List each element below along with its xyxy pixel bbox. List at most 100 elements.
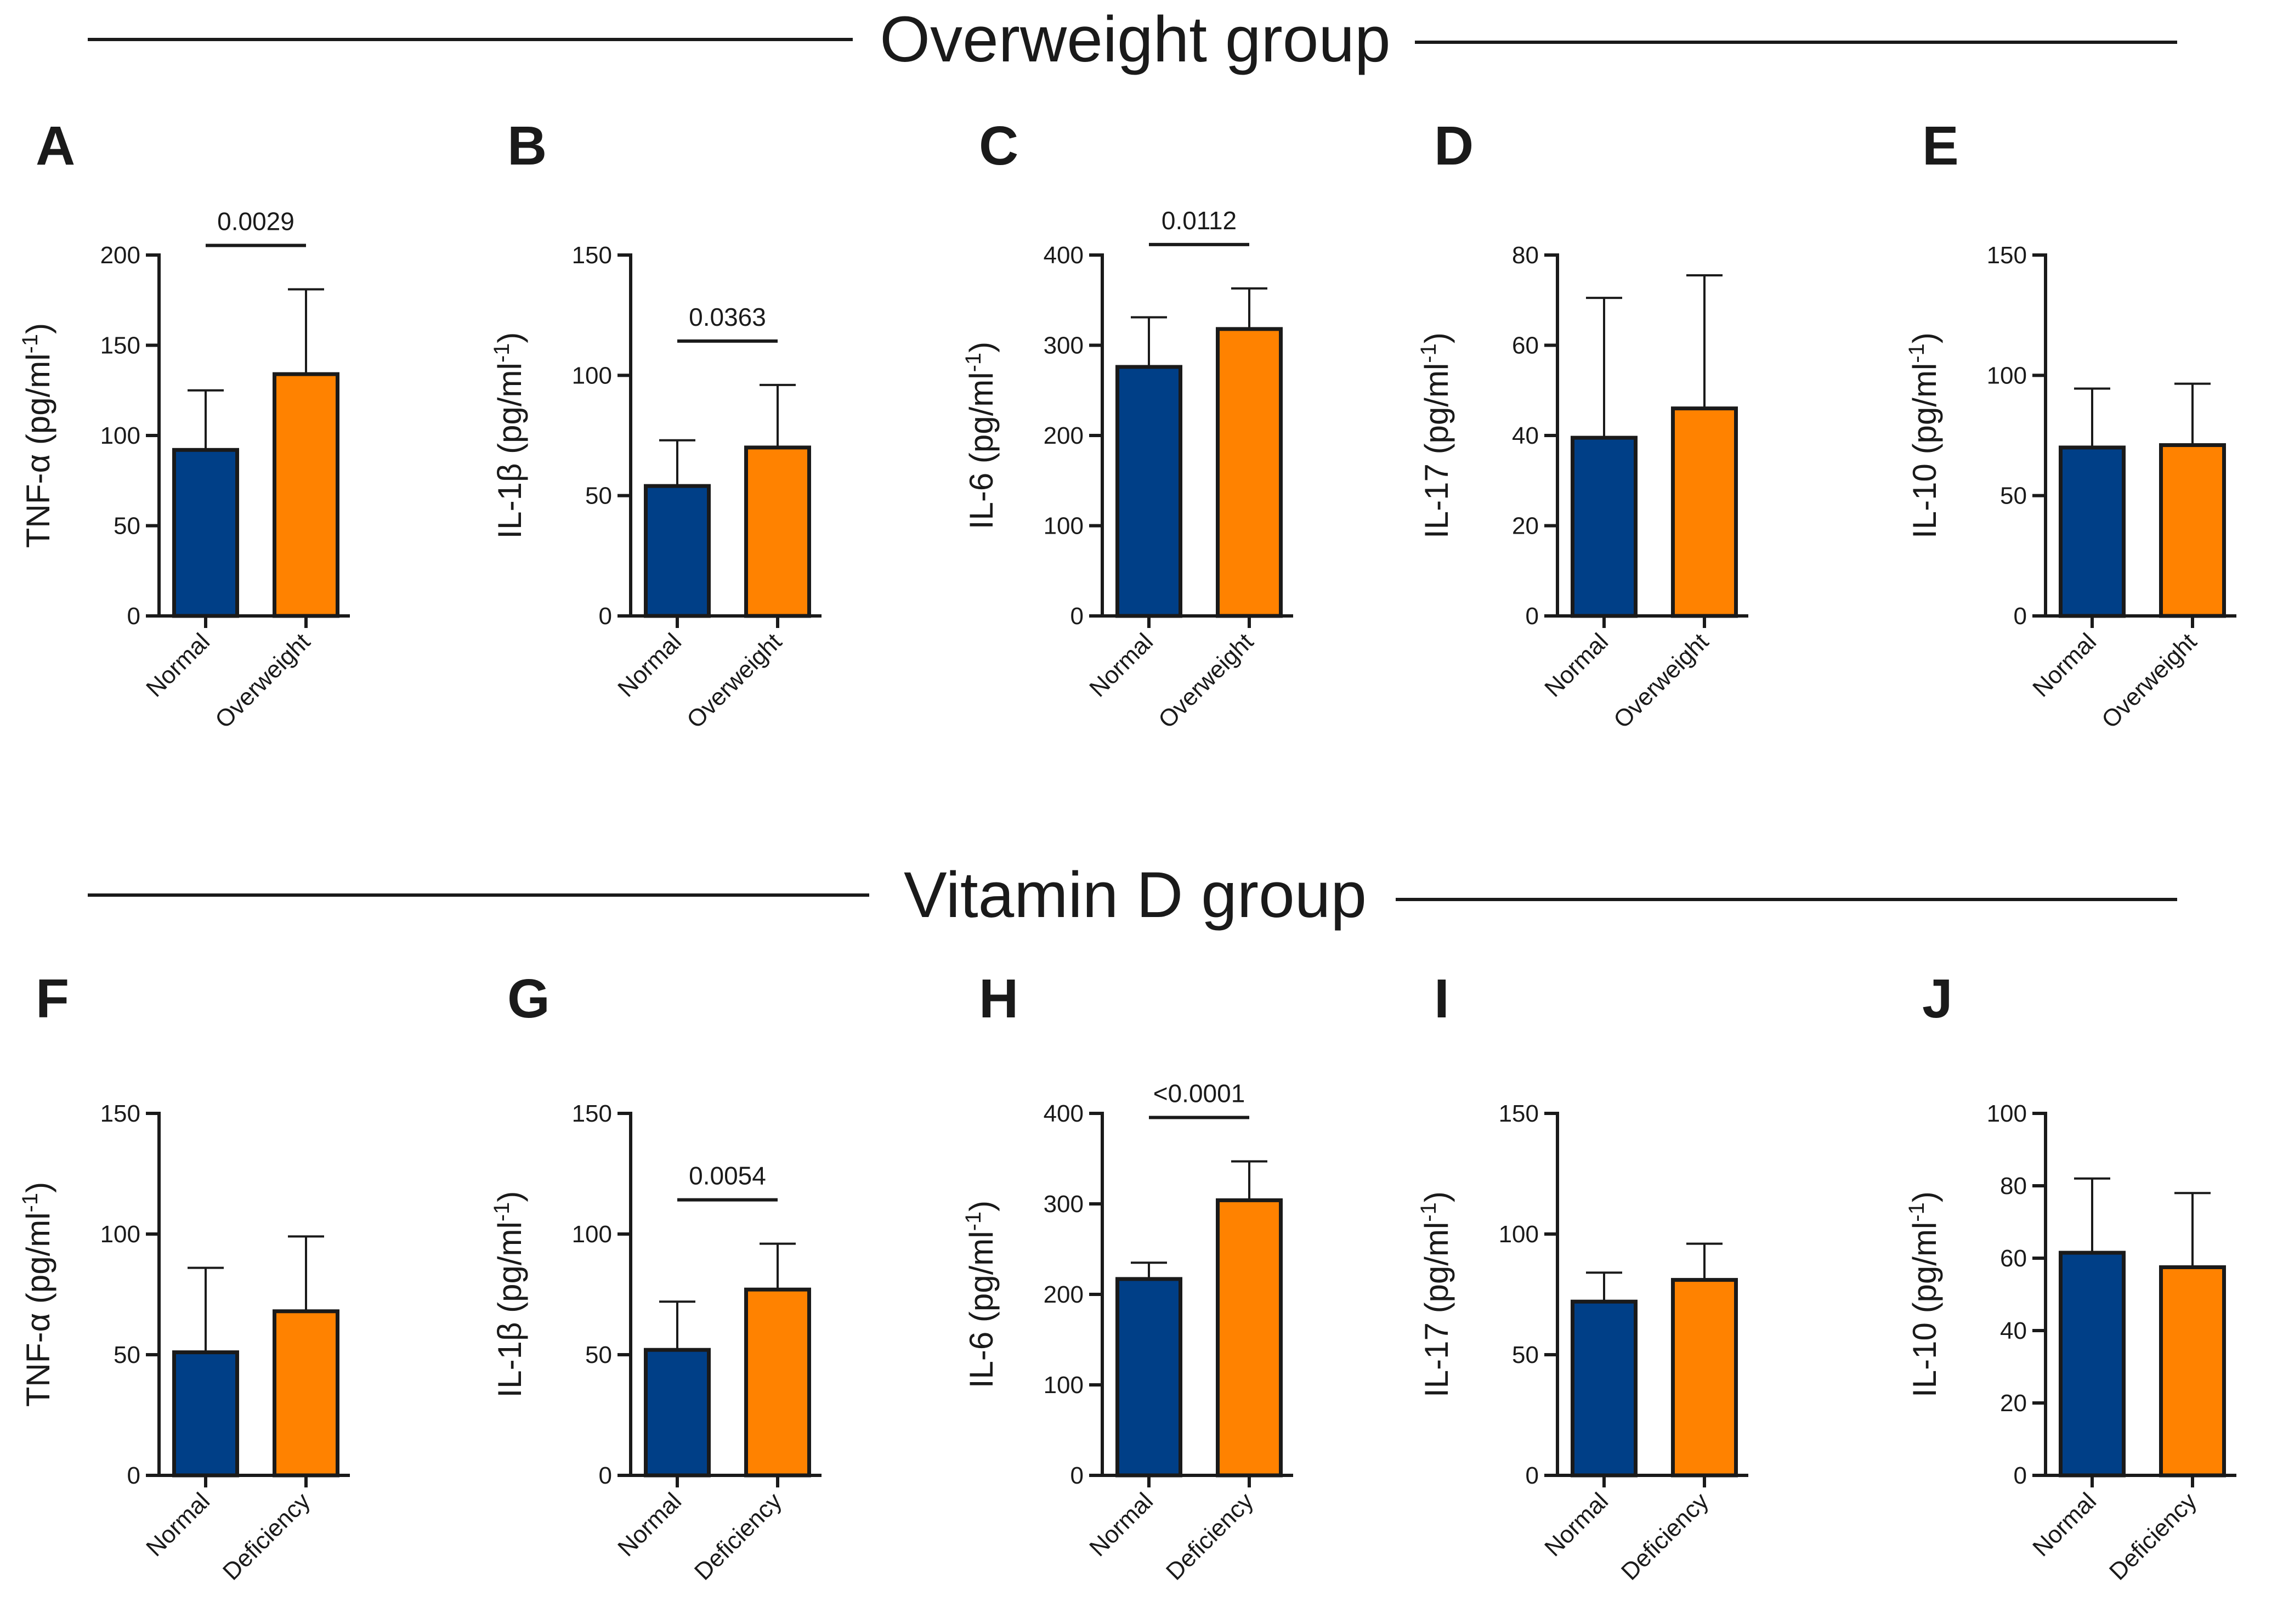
panel-h-category-label-deficiency: Deficiency <box>1161 1487 1259 1585</box>
section-vitamin-d: Vitamin D group <box>88 859 2177 931</box>
panel-h-y-tick-label: 100 <box>1044 1372 1084 1399</box>
panel-d-y-tick-label: 0 <box>1526 603 1539 630</box>
panel-b-y-tick-label: 0 <box>599 603 612 630</box>
panel-b-category-label-overweight: Overweight <box>682 628 787 733</box>
panel-a: A 0 50 100 150 200 TNF-α (pg/ml-1) NormalOverwe… <box>18 115 350 733</box>
panel-b-y-tick-label: 150 <box>572 242 612 269</box>
panel-d-y-tick-label: 80 <box>1512 242 1539 269</box>
panel-a-bar-overweight <box>273 372 339 618</box>
panel-f-bar-deficiency <box>273 1309 339 1478</box>
panel-h-y-tick-label: 400 <box>1044 1100 1084 1127</box>
panel-e-y-tick-label: 150 <box>1987 242 2027 269</box>
panel-a-y-axis-label: TNF-α (pg/ml-1) <box>18 323 56 548</box>
panel-a-y-tick-label: 200 <box>100 242 140 269</box>
panel-a-y-tick-label: 150 <box>100 332 140 359</box>
panel-c-bar-overweight <box>1216 327 1283 618</box>
panel-g-category-label-deficiency: Deficiency <box>689 1487 787 1585</box>
panel-h-p-value: <0.0001 <box>1153 1079 1245 1107</box>
panel-i: I 0 50 100 150 IL-17 (pg/ml-1) Normal Deficienc… <box>1417 968 1748 1586</box>
panel-j-letter: J <box>1922 968 1953 1029</box>
panel-f-bar-normal <box>172 1350 239 1478</box>
panel-f-y-tick-label: 0 <box>127 1462 140 1489</box>
panel-j-y-axis-label: IL-10 (pg/ml-1) <box>1905 1191 1943 1397</box>
panel-g: G 0 50 100 150 IL-1β (pg/ml-1) Normal Deficienc… <box>490 968 822 1586</box>
panel-d-y-tick-label: 40 <box>1512 422 1539 449</box>
panel-e: E 0 50 100 150 IL-10 (pg/ml-1) NormalOverweigh… <box>1905 115 2236 733</box>
panel-f-y-tick-label: 50 <box>114 1342 140 1368</box>
panel-e-bar-overweight <box>2159 443 2226 618</box>
panel-a-category-label-normal: Normal <box>141 628 215 702</box>
panel-h-y-tick-label: 300 <box>1044 1191 1084 1218</box>
panel-h-y-tick-label: 200 <box>1044 1281 1084 1308</box>
panel-i-category-label-normal: Normal <box>1539 1487 1613 1561</box>
panel-f-category-label-deficiency: Deficiency <box>218 1487 315 1585</box>
panel-f-y-axis-label: TNF-α (pg/ml-1) <box>18 1182 56 1407</box>
panel-b-bar-normal <box>644 484 711 618</box>
panel-e-y-tick-label: 100 <box>1987 362 2027 389</box>
panel-a-letter: A <box>36 115 75 177</box>
panel-i-y-tick-label: 150 <box>1499 1100 1539 1127</box>
panel-a-bar-normal <box>172 448 239 618</box>
panel-g-letter: G <box>507 968 550 1029</box>
panel-d-letter: D <box>1434 115 1474 177</box>
panel-i-bar-normal <box>1571 1299 1638 1478</box>
panel-c-y-tick-label: 200 <box>1044 422 1084 449</box>
panel-j-category-label-normal: Normal <box>2027 1487 2101 1561</box>
panel-b-y-tick-label: 50 <box>585 483 612 510</box>
panel-i-y-tick-label: 50 <box>1512 1342 1539 1368</box>
panel-f-y-tick-label: 100 <box>100 1221 140 1248</box>
panel-g-y-axis-label: IL-1β (pg/ml-1) <box>490 1191 528 1398</box>
panel-f: F 0 50 100 150 TNF-α (pg/ml-1) Normal Deficienc… <box>18 968 350 1586</box>
panel-i-y-axis-label: IL-17 (pg/ml-1) <box>1417 1191 1455 1397</box>
panel-f-category-label-normal: Normal <box>141 1487 215 1561</box>
panel-d-y-tick-label: 20 <box>1512 513 1539 540</box>
panel-j: J 0 20 40 60 80 100 IL-10 (pg/ml-1) Normal Defici… <box>1905 968 2236 1586</box>
panel-c-category-label-overweight: Overweight <box>1153 628 1259 733</box>
panel-b: B 0 50 100 150 IL-1β (pg/ml-1) NormalOverweigh… <box>490 115 822 733</box>
panel-j-y-tick-label: 40 <box>2000 1317 2027 1344</box>
panel-a-y-tick-label: 0 <box>127 603 140 630</box>
panel-j-y-tick-label: 60 <box>2000 1245 2027 1272</box>
panel-a-p-value: 0.0029 <box>217 207 294 236</box>
panel-a-y-tick-label: 50 <box>114 513 140 540</box>
panel-c-y-tick-label: 400 <box>1044 242 1084 269</box>
panel-b-category-label-normal: Normal <box>613 628 687 702</box>
panel-e-letter: E <box>1922 115 1959 177</box>
panel-c-letter: C <box>979 115 1018 177</box>
panel-j-y-tick-label: 80 <box>2000 1173 2027 1199</box>
panel-c-y-tick-label: 300 <box>1044 332 1084 359</box>
panel-j-category-label-deficiency: Deficiency <box>2104 1487 2202 1585</box>
panel-d-bar-normal <box>1571 435 1638 618</box>
panel-h-bar-deficiency <box>1216 1198 1283 1478</box>
panel-d: D 0 20 40 60 80 IL-17 (pg/ml-1) NormalOverweigh… <box>1417 115 1748 733</box>
panel-i-category-label-deficiency: Deficiency <box>1616 1487 1714 1585</box>
panel-d-category-label-normal: Normal <box>1539 628 1613 702</box>
panel-h-bar-normal <box>1115 1277 1182 1478</box>
panel-b-bar-overweight <box>744 445 811 618</box>
panel-e-bar-normal <box>2059 445 2126 618</box>
panel-a-y-tick-label: 100 <box>100 422 140 449</box>
panel-j-y-tick-label: 20 <box>2000 1390 2027 1417</box>
panel-g-y-tick-label: 50 <box>585 1342 612 1368</box>
panel-c-category-label-normal: Normal <box>1084 628 1158 702</box>
panel-e-y-tick-label: 50 <box>2000 483 2027 510</box>
panel-j-bar-deficiency <box>2159 1265 2226 1478</box>
panel-d-y-axis-label: IL-17 (pg/ml-1) <box>1417 332 1455 539</box>
panel-g-bar-normal <box>644 1348 711 1478</box>
panel-g-y-tick-label: 150 <box>572 1100 612 1127</box>
panel-h-y-axis-label: IL-6 (pg/ml-1) <box>961 1201 1000 1388</box>
panel-a-category-label-overweight: Overweight <box>210 628 315 733</box>
panel-g-category-label-normal: Normal <box>613 1487 687 1561</box>
panel-d-category-label-overweight: Overweight <box>1608 628 1714 733</box>
panel-c-p-value: 0.0112 <box>1162 206 1237 235</box>
panel-e-category-label-overweight: Overweight <box>2097 628 2202 733</box>
panel-i-bar-deficiency <box>1671 1278 1738 1478</box>
panel-d-bar-overweight <box>1671 406 1738 618</box>
panel-g-bar-deficiency <box>744 1287 811 1478</box>
panel-c-y-tick-label: 100 <box>1044 513 1084 540</box>
panel-b-letter: B <box>507 115 547 177</box>
panel-e-y-axis-label: IL-10 (pg/ml-1) <box>1905 332 1943 539</box>
panel-f-letter: F <box>36 968 69 1029</box>
